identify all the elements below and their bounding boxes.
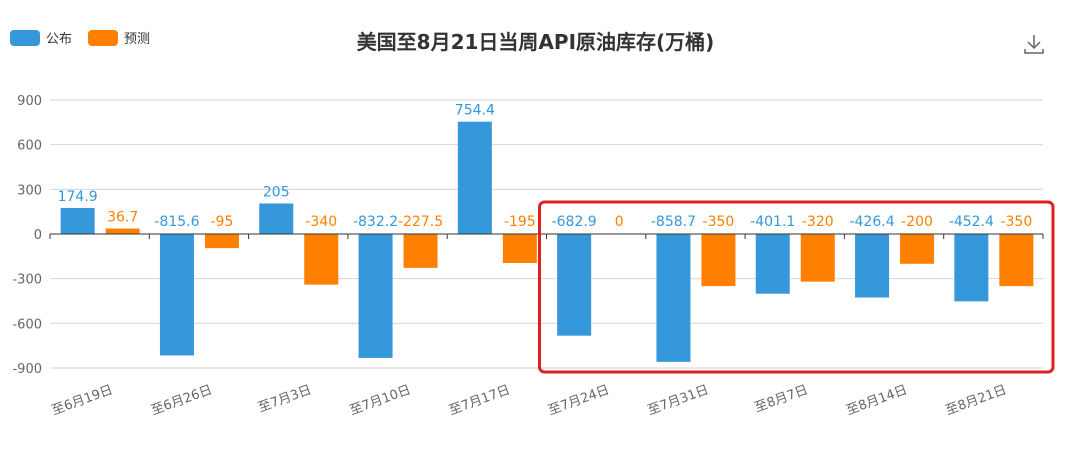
legend-item-forecast[interactable]: 预测 xyxy=(88,28,150,47)
x-tick-label: 至7月10日 xyxy=(348,383,413,419)
data-label: -452.4 xyxy=(949,214,994,230)
bar-published xyxy=(954,234,989,302)
data-label: -858.7 xyxy=(651,214,696,230)
bar-published xyxy=(855,234,890,298)
data-label: -350 xyxy=(703,214,735,230)
bar-forecast xyxy=(502,234,537,264)
data-label: 0 xyxy=(615,214,624,230)
legend-label-published: 公布 xyxy=(46,32,73,47)
bar-published xyxy=(656,234,691,362)
x-tick-label: 至7月24日 xyxy=(546,383,611,419)
download-icon[interactable] xyxy=(1022,32,1046,56)
data-label: -815.6 xyxy=(154,214,199,230)
bar-published xyxy=(358,234,393,358)
bar-forecast xyxy=(105,228,140,234)
x-tick-label: 至7月3日 xyxy=(256,383,313,416)
data-label: -401.1 xyxy=(750,214,795,230)
y-tick-label: -600 xyxy=(12,317,42,332)
bar-published xyxy=(755,234,790,294)
data-label: -832.2 xyxy=(353,214,398,230)
bar-forecast xyxy=(701,234,736,287)
legend-swatch-forecast xyxy=(88,29,119,46)
data-label: -340 xyxy=(305,214,337,230)
chart-title: 美国至8月21日当周API原油库存(万桶) xyxy=(356,30,715,54)
data-label: -682.9 xyxy=(552,214,597,230)
bar-forecast xyxy=(999,234,1034,287)
data-label: 36.7 xyxy=(107,210,138,226)
data-label: -227.5 xyxy=(398,214,443,230)
bar-published xyxy=(60,207,95,234)
y-tick-label: -300 xyxy=(12,273,42,288)
data-label: 205 xyxy=(263,184,290,200)
bar-forecast xyxy=(204,234,239,249)
x-tick-label: 至7月17日 xyxy=(447,383,512,419)
x-tick-label: 至8月21日 xyxy=(944,383,1009,419)
data-label: -350 xyxy=(1000,214,1032,230)
x-tick-label: 至6月26日 xyxy=(149,383,214,419)
bar-published xyxy=(159,234,194,356)
x-tick-label: 至7月31日 xyxy=(646,383,711,419)
x-tick-label: 至8月14日 xyxy=(844,383,909,419)
data-label: -200 xyxy=(901,214,933,230)
data-label: -95 xyxy=(211,214,234,230)
data-label: -320 xyxy=(802,214,834,230)
bar-published xyxy=(457,121,492,234)
y-tick-label: 900 xyxy=(17,94,42,109)
legend-label-forecast: 预测 xyxy=(124,32,151,47)
legend-swatch-published xyxy=(10,29,40,46)
highlight-box xyxy=(538,200,1055,374)
bar-forecast xyxy=(304,234,339,285)
y-tick-label: 600 xyxy=(17,139,42,154)
bar-forecast xyxy=(800,234,835,282)
y-tick-label: -900 xyxy=(12,362,42,377)
data-label: -426.4 xyxy=(849,214,894,230)
y-tick-label: 0 xyxy=(34,228,42,243)
bar-published xyxy=(259,203,294,234)
bar-published xyxy=(557,234,592,336)
bar-forecast xyxy=(900,234,935,264)
y-tick-label: 300 xyxy=(17,183,42,198)
bar-forecast xyxy=(403,234,438,268)
data-label: 754.4 xyxy=(455,103,495,119)
x-tick-label: 至6月19日 xyxy=(50,383,115,419)
x-tick-label: 至8月7日 xyxy=(753,383,810,416)
legend: 公布 预测 xyxy=(10,28,150,47)
legend-item-published[interactable]: 公布 xyxy=(10,28,72,47)
data-label: -195 xyxy=(504,214,536,230)
data-label: 174.9 xyxy=(58,189,98,205)
